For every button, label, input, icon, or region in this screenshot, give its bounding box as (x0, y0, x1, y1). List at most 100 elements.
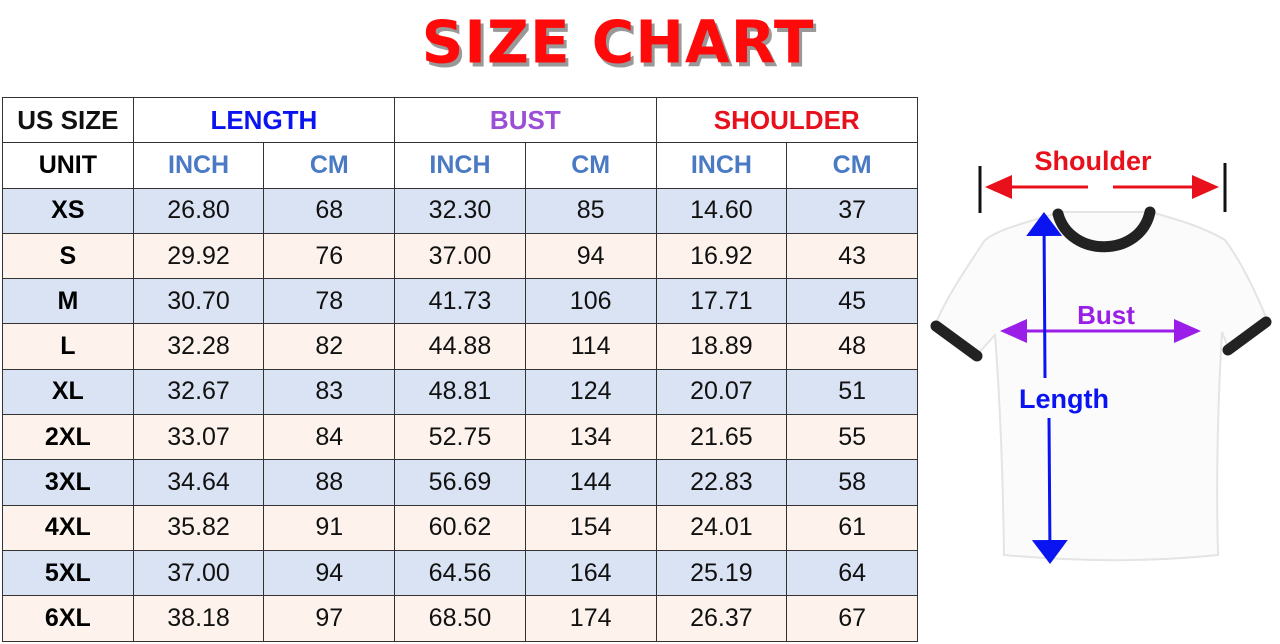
page-title: SIZE CHART (421, 7, 815, 77)
value-cell: 85 (524, 187, 657, 234)
unit-cell: INCH (655, 142, 788, 189)
value-cell: 24.01 (655, 504, 788, 551)
table-row: XS 26.80 68 32.30 85 14.60 37 (2, 187, 918, 234)
size-cell: L (2, 323, 134, 370)
table-row: 4XL 35.82 91 60.62 154 24.01 61 (2, 504, 918, 551)
table-row: L 32.28 82 44.88 114 18.89 48 (2, 323, 918, 370)
length-label: Length (1019, 384, 1109, 414)
table-row: 6XL 38.18 97 68.50 174 26.37 67 (2, 595, 918, 642)
value-cell: 164 (524, 549, 657, 597)
table-row: 3XL 34.64 88 56.69 144 22.83 58 (2, 459, 918, 506)
value-cell: 37.00 (394, 232, 526, 280)
value-cell: 37.00 (132, 549, 265, 597)
value-cell: 58 (786, 459, 918, 506)
value-cell: 22.83 (655, 459, 788, 506)
value-cell: 67 (786, 595, 918, 642)
table-row: S 29.92 76 37.00 94 16.92 43 (2, 232, 918, 280)
table-row: 2XL 33.07 84 52.75 134 21.65 55 (2, 414, 918, 461)
value-cell: 33.07 (132, 414, 265, 461)
size-cell: XL (2, 368, 134, 416)
size-header: US SIZE (2, 96, 134, 144)
value-cell: 29.92 (132, 232, 265, 280)
value-cell: 97 (263, 595, 396, 642)
value-cell: 41.73 (394, 278, 526, 325)
value-cell: 44.88 (394, 323, 526, 370)
value-cell: 20.07 (655, 368, 788, 416)
value-cell: 38.18 (132, 595, 265, 642)
value-cell: 68 (263, 187, 396, 234)
value-cell: 68.50 (394, 595, 526, 642)
value-cell: 124 (524, 368, 657, 416)
value-cell: 48.81 (394, 368, 526, 416)
value-cell: 114 (524, 323, 657, 370)
value-cell: 83 (263, 368, 396, 416)
value-cell: 94 (524, 232, 657, 280)
value-cell: 34.64 (132, 459, 265, 506)
value-cell: 35.82 (132, 504, 265, 551)
value-cell: 48 (786, 323, 918, 370)
unit-cell: CM (786, 142, 918, 189)
value-cell: 154 (524, 504, 657, 551)
bust-header: BUST (394, 96, 657, 144)
size-cell: M (2, 278, 134, 325)
table-row: M 30.70 78 41.73 106 17.71 45 (2, 278, 918, 325)
value-cell: 32.28 (132, 323, 265, 370)
value-cell: 37 (786, 187, 918, 234)
value-cell: 21.65 (655, 414, 788, 461)
value-cell: 61 (786, 504, 918, 551)
unit-cell: INCH (132, 142, 265, 189)
value-cell: 17.71 (655, 278, 788, 325)
value-cell: 84 (263, 414, 396, 461)
value-cell: 88 (263, 459, 396, 506)
unit-cell: CM (263, 142, 396, 189)
group-header-row: US SIZE LENGTH BUST SHOULDER (2, 96, 919, 144)
size-cell: 3XL (2, 459, 134, 506)
size-table: US SIZE LENGTH BUST SHOULDER UNIT INCH C… (2, 96, 919, 642)
value-cell: 32.30 (394, 187, 526, 234)
size-cell: 4XL (2, 504, 134, 551)
unit-row: UNIT INCH CM INCH CM INCH CM (2, 142, 918, 189)
value-cell: 25.19 (655, 549, 788, 597)
value-cell: 30.70 (132, 278, 265, 325)
value-cell: 26.80 (132, 187, 265, 234)
value-cell: 14.60 (655, 187, 788, 234)
length-header: LENGTH (132, 96, 396, 144)
value-cell: 43 (786, 232, 918, 280)
value-cell: 64 (786, 549, 918, 597)
size-cell: XS (2, 187, 134, 234)
tshirt-diagram: Shoulder Bust Length (930, 146, 1272, 564)
table-row: 5XL 37.00 94 64.56 164 25.19 64 (2, 549, 918, 597)
value-cell: 64.56 (394, 549, 526, 597)
value-cell: 106 (524, 278, 657, 325)
value-cell: 76 (263, 232, 396, 280)
bust-label: Bust (1077, 300, 1135, 330)
value-cell: 26.37 (655, 595, 788, 642)
unit-cell: CM (524, 142, 657, 189)
size-cell: S (2, 232, 134, 280)
value-cell: 91 (263, 504, 396, 551)
value-cell: 51 (786, 368, 918, 416)
value-cell: 82 (263, 323, 396, 370)
value-cell: 134 (524, 414, 657, 461)
unit-label: UNIT (2, 142, 134, 189)
value-cell: 18.89 (655, 323, 788, 370)
value-cell: 56.69 (394, 459, 526, 506)
tshirt-icon (930, 206, 1272, 562)
value-cell: 52.75 (394, 414, 526, 461)
value-cell: 55 (786, 414, 918, 461)
value-cell: 60.62 (394, 504, 526, 551)
size-cell: 5XL (2, 549, 134, 597)
value-cell: 144 (524, 459, 657, 506)
value-cell: 32.67 (132, 368, 265, 416)
size-cell: 6XL (2, 595, 134, 642)
value-cell: 78 (263, 278, 396, 325)
value-cell: 174 (524, 595, 657, 642)
shoulder-header: SHOULDER (655, 96, 919, 144)
shoulder-label: Shoulder (1034, 146, 1151, 176)
value-cell: 94 (263, 549, 396, 597)
unit-cell: INCH (394, 142, 526, 189)
value-cell: 45 (786, 278, 918, 325)
value-cell: 16.92 (655, 232, 788, 280)
size-cell: 2XL (2, 414, 134, 461)
table-row: XL 32.67 83 48.81 124 20.07 51 (2, 368, 918, 416)
